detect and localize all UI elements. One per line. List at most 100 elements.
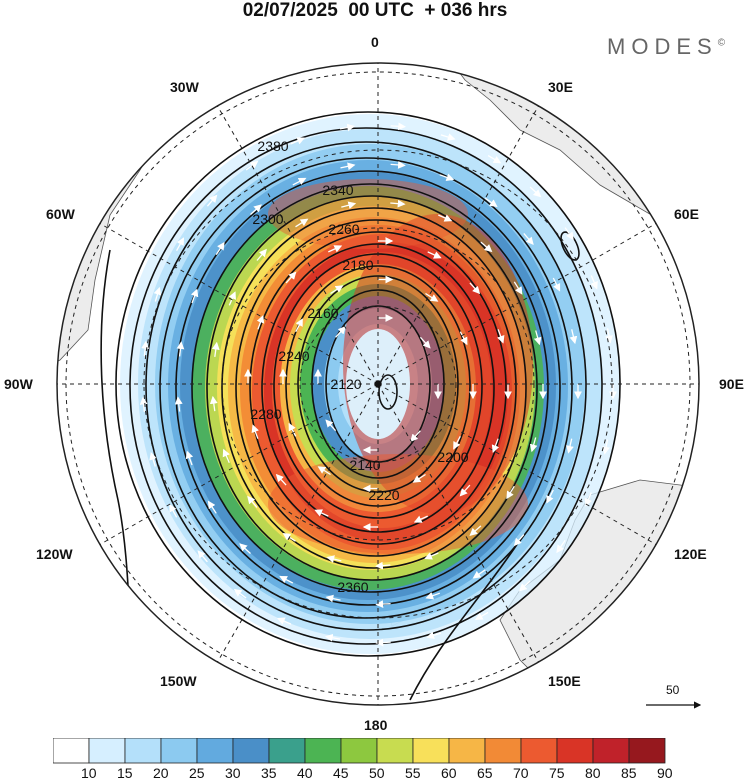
wind-vector-105 [440, 133, 456, 141]
latitude-circle-0 [299, 305, 457, 463]
colorbar-label-4: 30 [225, 765, 241, 781]
wind-vector-50 [295, 218, 309, 228]
wind-vector-44 [247, 495, 258, 508]
map-disc [57, 63, 699, 705]
colorbar-box-7 [304, 738, 342, 764]
wind-vector-7 [419, 336, 431, 349]
lon-label-180: 180 [364, 717, 388, 733]
contour-label-10: 2240 [278, 348, 309, 364]
lon-label-90w: 90W [4, 376, 33, 392]
wind-vector-12 [317, 466, 331, 476]
wind-vector-71 [190, 288, 199, 304]
wind-vector-99 [176, 237, 185, 252]
wind-vector-26 [275, 473, 287, 486]
wind-vector-102 [290, 137, 305, 145]
wind-vector-41 [375, 561, 391, 570]
wind-vector-104 [390, 122, 406, 131]
contour-label-1: 2340 [322, 182, 353, 198]
wind-vector-51 [341, 201, 357, 209]
colorbar-box-8 [340, 738, 378, 764]
wind-vector-29 [256, 314, 265, 330]
wind-vector-18 [425, 292, 439, 302]
wind-vector-67 [207, 500, 217, 514]
colorbar-label-5: 35 [261, 765, 277, 781]
wind-vector-98 [153, 286, 162, 302]
colorbar-box-14 [556, 738, 594, 764]
colorbar-box-0 [53, 738, 90, 764]
colorbar-label-2: 20 [153, 765, 169, 781]
lon-label-30e: 30E [548, 79, 573, 95]
colorbar-label-6: 40 [297, 765, 313, 781]
wind-vector-107 [529, 186, 542, 198]
wind-vector-84 [584, 492, 593, 507]
colorbar-label-10: 60 [441, 765, 457, 781]
wind-vector-19 [459, 331, 468, 346]
wind-vector-88 [426, 631, 442, 640]
wind-vector-96 [139, 396, 148, 412]
wind-vector-3 [325, 419, 337, 432]
wind-vector-79 [523, 232, 534, 245]
wind-vector-62 [425, 592, 441, 600]
meridian-120 [377, 383, 657, 545]
height-contour-4 [175, 170, 561, 606]
meridian-150 [377, 383, 539, 663]
wind-vector-13 [288, 422, 297, 437]
wind-vector-63 [375, 600, 391, 608]
contour-label-8: 2200 [437, 449, 468, 465]
colorbar-box-6 [268, 738, 306, 764]
lon-label-150e: 150E [548, 673, 581, 689]
map-title: 02/07/2025 00 UTC + 036 hrs [242, 0, 508, 21]
wind-vector-76 [390, 161, 406, 169]
colorbar-label-13: 75 [549, 765, 565, 781]
wind-vector-22 [459, 484, 471, 497]
wind-vector-15 [295, 318, 303, 333]
wind-vector-69 [174, 396, 183, 412]
brand-mark: © [717, 37, 726, 49]
colorbar-box-16 [628, 738, 666, 764]
map-border [56, 62, 700, 706]
wind-vector-54 [480, 241, 493, 253]
wind-vector-101 [245, 160, 259, 171]
colorbar-label-11: 65 [477, 765, 493, 781]
colorbar-label-7: 45 [333, 765, 349, 781]
wind-vector-78 [484, 197, 498, 208]
wind-vector-65 [279, 575, 294, 584]
wind-vector-77 [439, 173, 455, 181]
height-contour-2 [145, 141, 587, 631]
wind-vector-53 [438, 214, 453, 222]
wind-vector-59 [546, 489, 554, 504]
vector-reference-label: 50 [666, 683, 680, 697]
colorbar-box-5 [232, 738, 270, 764]
contour-label-7: 2140 [349, 457, 380, 473]
wind-vector-72 [215, 241, 225, 256]
wind-vector-97 [141, 340, 150, 357]
wind-vector-60 [513, 534, 525, 547]
wind-vector-109 [590, 275, 598, 290]
colorbar-box-15 [592, 738, 630, 764]
colorbar-label-8: 50 [369, 765, 385, 781]
wind-vector-9 [453, 435, 461, 450]
lon-label-150w: 150W [160, 673, 197, 689]
wind-vector-45 [222, 448, 230, 463]
wind-vector-16 [330, 285, 344, 295]
colorbar-label-1: 15 [117, 765, 133, 781]
wind-vector-108 [564, 227, 574, 241]
wind-vector-5 [335, 326, 346, 338]
wind-vector-64 [325, 594, 341, 603]
wind-vector-95 [149, 451, 157, 467]
colorbar-label-0: 10 [81, 765, 97, 781]
wind-vector-49 [256, 248, 267, 261]
wind-vector-86 [518, 580, 531, 592]
colorbar-label-9: 55 [405, 765, 421, 781]
colorbar-box-3 [160, 738, 198, 764]
wind-vector-85 [556, 540, 566, 554]
colorbar-box-12 [484, 738, 522, 764]
wind-vector-34 [469, 282, 481, 295]
wind-vector-66 [239, 543, 251, 554]
contour-label-2: 2300 [252, 211, 283, 227]
contour-label-12: 2360 [337, 579, 368, 595]
height-contour-8 [235, 219, 517, 557]
low-center-contour [378, 374, 398, 410]
wind-vector-56 [533, 330, 542, 346]
wind-vector-106 [487, 155, 502, 164]
